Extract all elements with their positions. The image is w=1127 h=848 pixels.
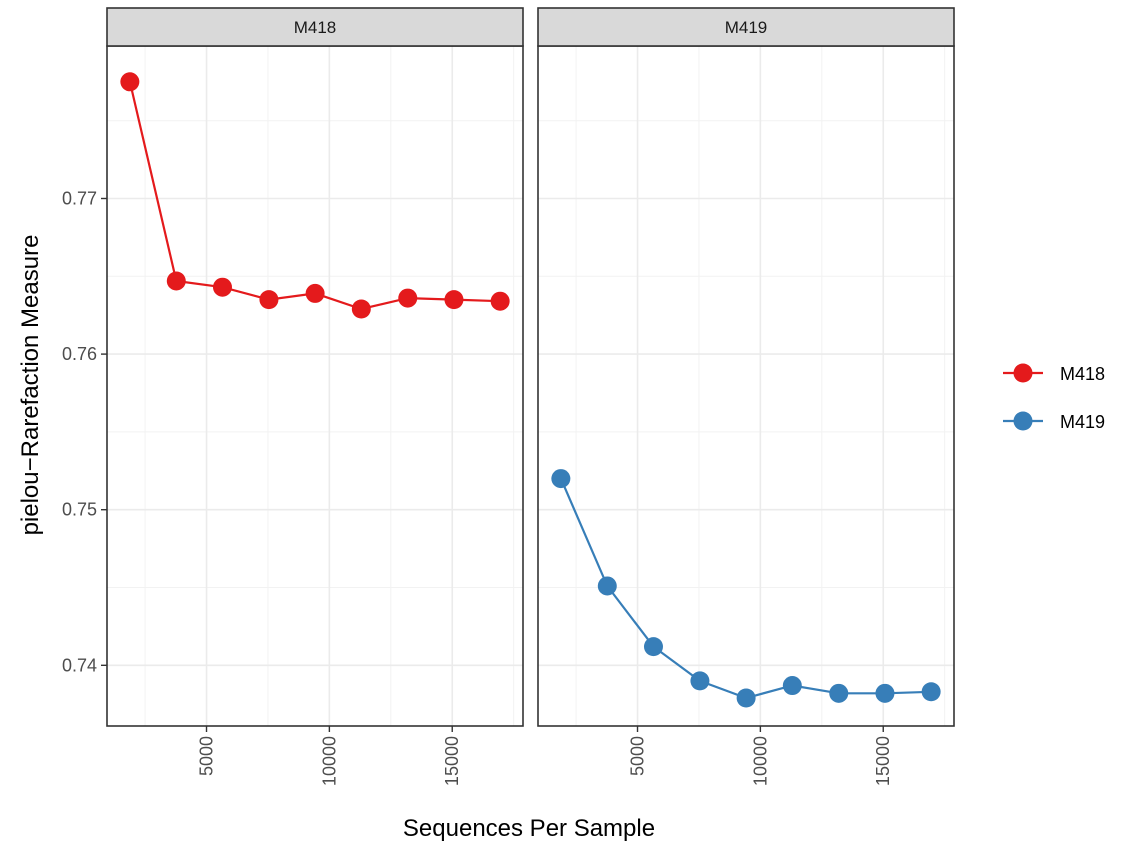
- data-point-M418: [351, 299, 371, 319]
- y-axis-title: pielou−Rarefaction Measure: [17, 235, 44, 536]
- x-tick-label: 10000: [750, 736, 770, 786]
- facet-panel-M419: M419 5000 10000 15000: [537, 7, 955, 786]
- data-point-M418: [305, 283, 325, 303]
- x-tick-label: 15000: [873, 736, 893, 786]
- legend-key-point: [1013, 411, 1033, 431]
- facet-panels: M418 5000 10000 15000 M419 5000 10000 15000: [106, 7, 955, 786]
- plot-area: [538, 46, 954, 726]
- data-point-M418: [490, 291, 510, 311]
- data-point-M419: [690, 671, 710, 691]
- y-tick-label: 0.77: [62, 188, 97, 208]
- data-point-M419: [782, 676, 802, 696]
- data-point-M418: [212, 277, 232, 297]
- data-point-M419: [921, 682, 941, 702]
- data-point-M419: [736, 688, 756, 708]
- x-tick-label: 5000: [628, 736, 648, 776]
- data-point-M418: [398, 288, 418, 308]
- y-tick-label: 0.74: [62, 655, 97, 675]
- facet-strip: [106, 7, 524, 47]
- data-point-M419: [643, 637, 663, 657]
- legend-item-M418: M418: [1003, 363, 1105, 384]
- data-point-M418: [259, 290, 279, 310]
- facet-strip: [537, 7, 955, 47]
- legend: M418 M419: [1003, 363, 1105, 432]
- x-tick-label: 15000: [442, 736, 462, 786]
- legend-label: M418: [1060, 364, 1105, 384]
- data-point-M418: [120, 72, 140, 92]
- x-axis-title: Sequences Per Sample: [403, 815, 655, 842]
- data-point-M419: [875, 683, 895, 703]
- data-point-M418: [444, 290, 464, 310]
- x-tick-label: 5000: [197, 736, 217, 776]
- x-tick-label: 10000: [319, 736, 339, 786]
- data-point-M419: [829, 683, 849, 703]
- y-tick-label: 0.76: [62, 344, 97, 364]
- facet-strip-label: M419: [725, 18, 768, 37]
- y-axis: 0.74 0.75 0.76 0.77: [62, 188, 107, 675]
- plot-area: [107, 46, 523, 726]
- facet-strip-label: M418: [294, 18, 337, 37]
- data-point-M418: [166, 271, 186, 291]
- legend-label: M419: [1060, 412, 1105, 432]
- data-point-M419: [551, 469, 571, 489]
- legend-item-M419: M419: [1003, 411, 1105, 432]
- facet-panel-M418: M418 5000 10000 15000: [106, 7, 524, 786]
- legend-key-point: [1013, 363, 1033, 383]
- data-point-M419: [597, 576, 617, 596]
- y-tick-label: 0.75: [62, 500, 97, 520]
